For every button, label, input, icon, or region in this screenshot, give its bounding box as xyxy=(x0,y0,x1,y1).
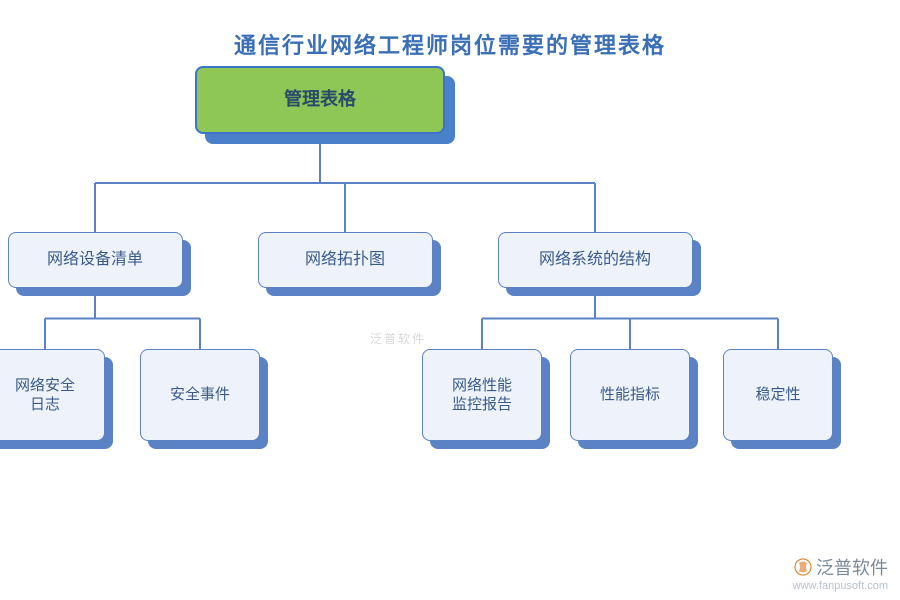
node-l3-4: 稳定性 xyxy=(723,349,833,441)
node-l2-2: 网络系统的结构 xyxy=(498,232,693,288)
node-l2-1: 网络拓扑图 xyxy=(258,232,433,288)
brand-name: 泛普软件 xyxy=(816,558,888,578)
node-root: 管理表格 xyxy=(195,66,445,134)
node-l2-0: 网络设备清单 xyxy=(8,232,183,288)
node-l3-1: 安全事件 xyxy=(140,349,260,441)
node-l3-3: 性能指标 xyxy=(570,349,690,441)
node-l3-2: 网络性能 监控报告 xyxy=(422,349,542,441)
node-l3-0: 网络安全 日志 xyxy=(0,349,105,441)
brand-url: www.fanpusoft.com xyxy=(793,580,888,592)
brand-logo-icon xyxy=(794,558,812,576)
watermark-center: 泛普软件 xyxy=(370,330,426,347)
watermark-bottom-right: 泛普软件 www.fanpusoft.com xyxy=(793,554,888,592)
diagram-canvas: 管理表格网络设备清单 网络拓扑图 网络系统的结构网络安全 日志安全事件 网络性能 监控… xyxy=(0,0,900,600)
